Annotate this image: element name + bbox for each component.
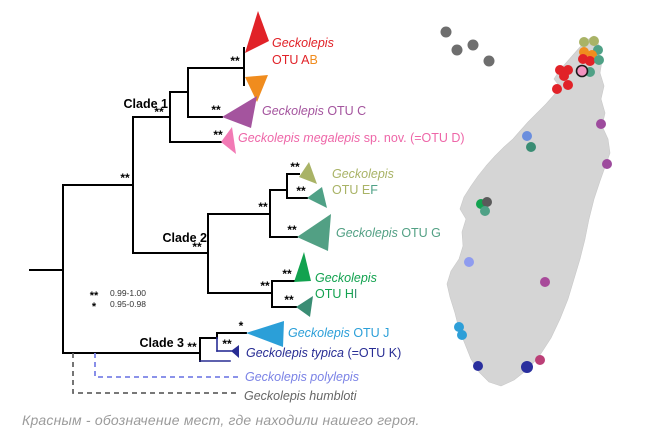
taxon-label: OTU EF <box>332 183 378 197</box>
phylogeny-and-map-figure: *******************************Geckolepi… <box>29 11 612 403</box>
map-locality-dot <box>473 361 483 371</box>
map-locality-dot <box>596 119 606 129</box>
map-locality-dot <box>464 257 474 267</box>
map-locality-dot <box>480 206 490 216</box>
support-stars: ** <box>211 103 221 117</box>
clade-label: Clade 3 <box>140 336 185 350</box>
support-stars: ** <box>260 279 270 293</box>
taxon-label: Geckolepis humbloti <box>244 389 358 403</box>
support-stars: ** <box>287 223 297 237</box>
map-locality-dot <box>552 84 562 94</box>
map-locality-dot <box>467 39 479 51</box>
figure-caption: Красным - обозначение мест, где находили… <box>22 412 420 428</box>
map-locality-dot <box>602 159 612 169</box>
clade-wedge-otu-k-typica <box>231 345 239 358</box>
map-locality-dot <box>594 55 604 65</box>
clade-wedge-otu-j <box>246 321 284 347</box>
madagascar-island <box>446 35 611 387</box>
taxon-label: Geckolepis <box>315 271 377 285</box>
clade-wedge-otu-i <box>296 296 313 317</box>
taxon-label: Geckolepis <box>272 36 334 50</box>
map-locality-dot <box>521 361 533 373</box>
legend-range: 0.95-0.98 <box>110 299 146 309</box>
taxon-label: Geckolepis OTU G <box>336 226 441 240</box>
support-stars: ** <box>290 160 300 174</box>
support-stars: ** <box>296 184 306 198</box>
map-locality-dot <box>440 26 452 38</box>
support-stars: ** <box>213 128 223 142</box>
support-stars: ** <box>222 337 232 351</box>
legend-symbol: * <box>92 301 97 313</box>
map-locality-dot <box>575 64 589 78</box>
taxon-label: Geckolepis typica (=OTU K) <box>246 346 401 360</box>
map-locality-dot <box>540 277 550 287</box>
clade-wedge-otu-g <box>297 214 331 251</box>
support-stars: ** <box>284 293 294 307</box>
support-stars: ** <box>192 240 202 254</box>
support-stars: ** <box>258 200 268 214</box>
map-locality-dot <box>482 197 492 207</box>
clade-label: Clade 2 <box>163 231 208 245</box>
support-stars: ** <box>282 267 292 281</box>
taxon-label: Geckolepis polylepis <box>245 370 359 384</box>
taxon-label: Geckolepis OTU C <box>262 104 366 118</box>
clade-wedge-otu-d-megalepis <box>221 127 236 154</box>
map-locality-dot <box>579 37 589 47</box>
map-locality-dot <box>563 80 573 90</box>
clade-wedge-otu-a <box>245 11 269 53</box>
polylepis-branch <box>94 353 238 378</box>
phylogenetic-tree: *******************************Geckolepi… <box>29 11 465 403</box>
support-stars: ** <box>154 105 164 119</box>
support-stars: ** <box>120 171 130 185</box>
clade-wedge-otu-e <box>299 162 317 184</box>
madagascar-map <box>440 26 612 387</box>
map-locality-dot <box>535 355 545 365</box>
map-locality-dot <box>585 56 595 66</box>
clade-wedge-otu-f <box>307 187 327 208</box>
map-locality-dot <box>526 142 536 152</box>
taxon-label: OTU AB <box>272 53 318 67</box>
humbloti-branch <box>72 353 236 394</box>
taxon-label: Geckolepis megalepis sp. nov. (=OTU D) <box>238 131 465 145</box>
support-stars: ** <box>187 340 197 354</box>
taxon-label: Geckolepis OTU J <box>288 326 389 340</box>
map-locality-dot <box>589 36 599 46</box>
map-locality-dot <box>522 131 532 141</box>
support-stars: ** <box>230 54 240 68</box>
clade-wedge-otu-h <box>294 252 311 282</box>
clade-wedge-otu-c <box>222 96 257 128</box>
support-stars: * <box>239 319 244 333</box>
map-locality-dot <box>483 55 495 67</box>
map-locality-dot <box>457 330 467 340</box>
legend-symbol: ** <box>90 290 99 302</box>
clade-wedge-otu-b <box>245 75 268 102</box>
taxon-label: OTU HI <box>315 287 357 301</box>
map-locality-dot <box>454 322 464 332</box>
legend-range: 0.99-1.00 <box>110 288 146 298</box>
clade-label: Clade 1 <box>124 97 169 111</box>
map-locality-dot <box>559 71 569 81</box>
taxon-label: Geckolepis <box>332 167 394 181</box>
map-locality-dot <box>451 44 463 56</box>
